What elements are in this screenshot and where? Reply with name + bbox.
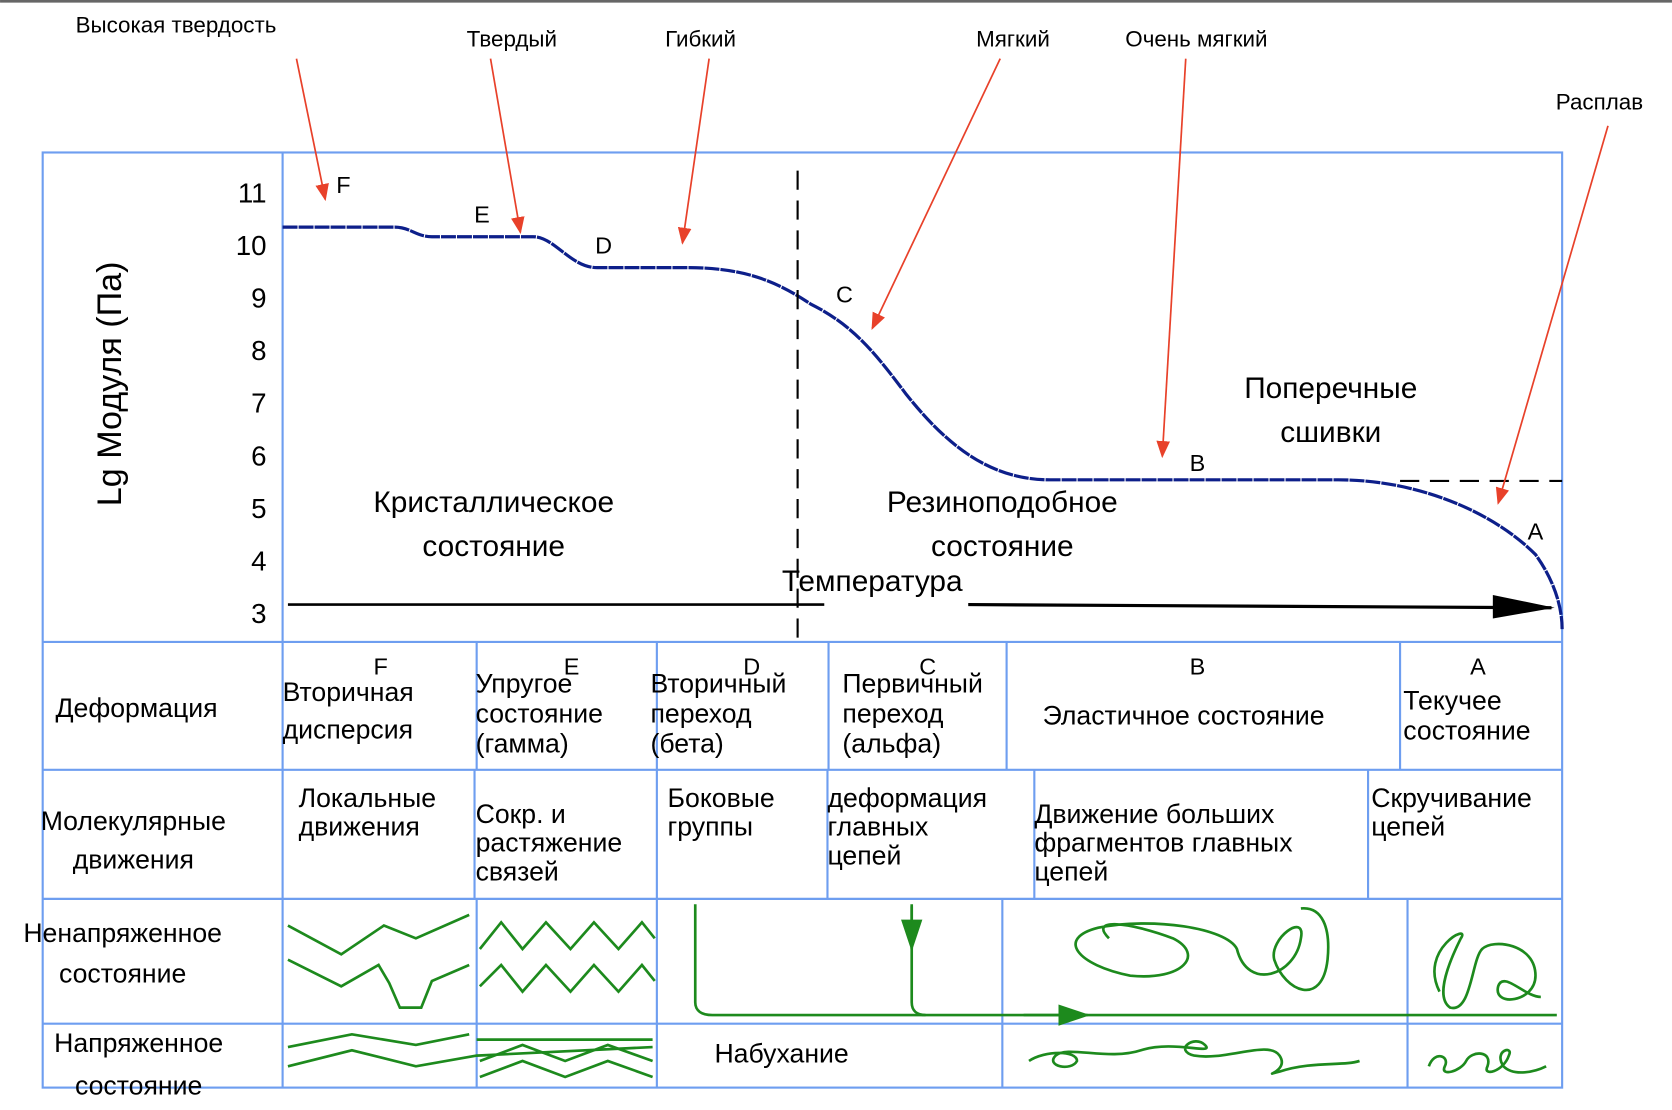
modulus-curve <box>282 225 1564 630</box>
curve-letter: D <box>595 233 612 259</box>
curve-letter: E <box>474 202 490 228</box>
cell-text: Вторичная <box>283 677 414 707</box>
row-label: движения <box>73 845 194 875</box>
row-label: Молекулярные <box>41 806 226 836</box>
cell-text: связей <box>476 856 559 886</box>
annotation: Очень мягкий <box>1125 26 1267 51</box>
region-label: Поперечные <box>1244 372 1417 405</box>
annotation: Твердый <box>467 26 557 51</box>
cell-text: деформация <box>827 783 987 813</box>
cell-text: Локальные <box>299 783 436 813</box>
cell-text: Вторичный <box>650 669 786 699</box>
cell-text: Скручивание <box>1371 783 1532 813</box>
cell-text: группы <box>668 812 754 842</box>
cell-letter: E <box>564 654 580 680</box>
cell-text: движения <box>299 812 420 842</box>
cell-letter: B <box>1190 654 1206 680</box>
cell-text: переход <box>842 699 944 729</box>
cell-text: главных <box>827 812 929 842</box>
cell-letter: D <box>743 654 760 680</box>
arrowhead <box>1492 594 1555 619</box>
cell-letter: C <box>919 654 936 680</box>
cell-letter: A <box>1470 654 1486 680</box>
y-tick-label: 5 <box>251 493 266 524</box>
cell-text: Сокр. и <box>476 799 566 829</box>
cell-text: цепей <box>827 840 901 870</box>
annotation: Расплав <box>1556 89 1643 114</box>
annotation: Гибкий <box>665 26 736 51</box>
curve-letter: A <box>1528 518 1544 544</box>
region-label: Кристаллическое <box>373 486 614 519</box>
axis-arrow-label: Температура <box>782 565 963 598</box>
row-label: состояние <box>59 959 186 989</box>
y-tick-label: 10 <box>236 230 267 261</box>
annotation: Мягкий <box>976 26 1050 51</box>
cell-text: (гамма) <box>476 728 569 758</box>
cell-text: состояние <box>1403 716 1530 746</box>
cell-text: цепей <box>1371 812 1445 842</box>
cell-text: Набухание <box>714 1039 848 1069</box>
y-tick-label: 7 <box>251 388 266 419</box>
row-label: Напряженное <box>54 1028 223 1058</box>
curve-letter: C <box>836 282 853 308</box>
annotation: Высокая твердость <box>76 13 277 38</box>
table-grid <box>41 151 1564 1089</box>
cell-text: переход <box>650 699 752 729</box>
cell-text: растяжение <box>476 828 623 858</box>
row-label: состояние <box>75 1071 202 1101</box>
curve-letter: B <box>1190 450 1206 476</box>
cell-text: фрагментов главных <box>1034 828 1293 858</box>
cell-letter: F <box>374 654 388 680</box>
cell-text: Эластичное состояние <box>1043 701 1325 731</box>
y-tick-label: 3 <box>251 598 266 629</box>
cell-text: дисперсия <box>283 715 413 745</box>
y-tick-label: 6 <box>251 440 266 471</box>
cell-text: Боковые <box>668 783 775 813</box>
temp-axis-arrow <box>968 602 1552 610</box>
cell-text: Движение больших <box>1034 799 1275 829</box>
y-tick-label: 11 <box>238 177 267 208</box>
cell-text: (бета) <box>650 728 723 758</box>
cell-text: состояние <box>476 699 603 729</box>
pointer-arrows <box>295 58 1609 505</box>
row-label: Ненапряженное <box>23 918 222 948</box>
cell-text: Первичный <box>842 669 982 699</box>
row-label: Деформация <box>55 693 217 723</box>
region-label: Резиноподобное <box>887 486 1118 519</box>
cell-text: цепей <box>1034 856 1108 886</box>
chain-sketches <box>287 904 1557 1079</box>
region-label: состояние <box>931 530 1074 563</box>
cell-text: (альфа) <box>842 728 941 758</box>
cell-text: Упругое <box>476 669 573 699</box>
y-tick-label: 4 <box>251 545 266 576</box>
y-axis-label: Lg Модуля (Па) <box>91 262 129 507</box>
cell-text: Текучее <box>1403 686 1501 716</box>
y-tick-label: 9 <box>251 283 266 314</box>
region-label: состояние <box>422 530 565 563</box>
curve-letter: F <box>336 172 350 198</box>
region-label: сшивки <box>1280 416 1381 449</box>
y-tick-label: 8 <box>251 335 266 366</box>
